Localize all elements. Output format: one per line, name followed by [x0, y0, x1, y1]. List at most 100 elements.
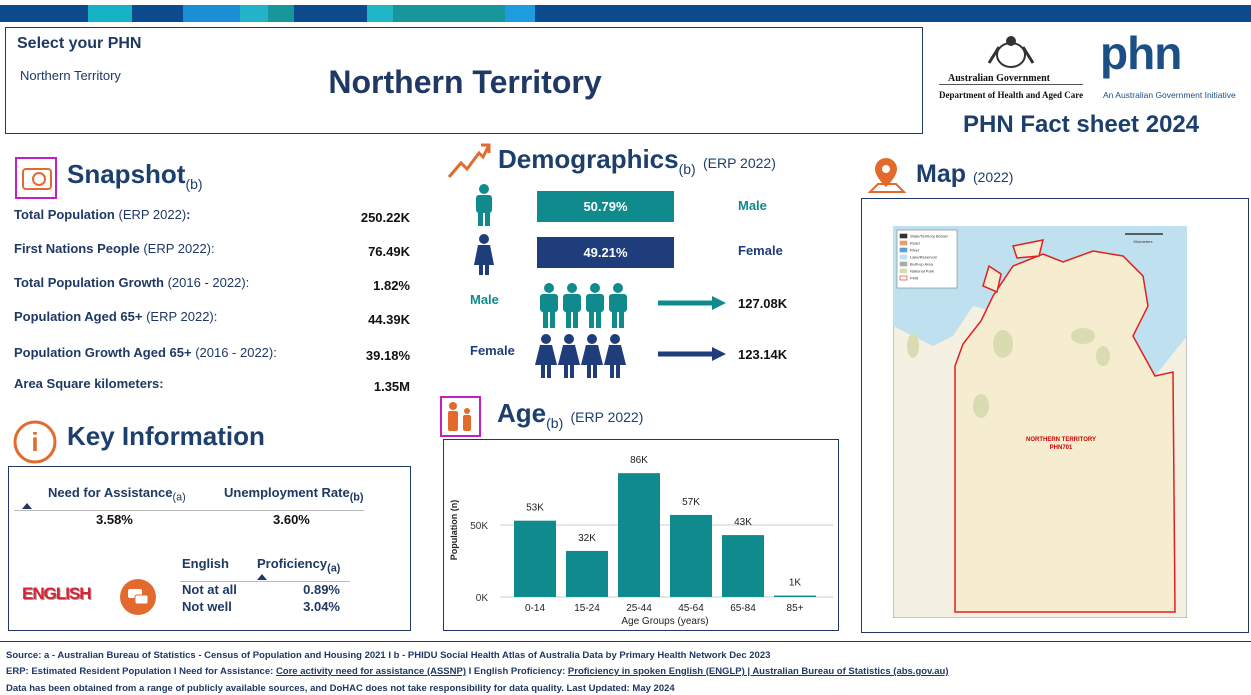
label-qualifier: (ERP 2022):	[146, 309, 218, 324]
bar	[774, 595, 816, 597]
demographics-title: Demographics(b) (ERP 2022)	[498, 144, 776, 178]
female-label: Female	[738, 243, 783, 258]
scale-unit: Kilometers	[1134, 239, 1153, 244]
label-text: First Nations People	[14, 241, 140, 256]
phn-tagline: An Australian Government Initiative	[1103, 90, 1236, 100]
need-value: 3.58%	[96, 512, 133, 527]
x-axis-title: Age Groups (years)	[621, 616, 708, 627]
top-stripe	[0, 5, 1251, 22]
info-icon: i	[13, 420, 57, 464]
english-label: Not well	[182, 599, 232, 614]
female-pct: 49.21%	[537, 237, 674, 268]
legend-label: Built-up Area	[910, 262, 934, 267]
snapshot-value: 76.49K	[368, 244, 410, 259]
legend-swatch	[899, 247, 908, 253]
gov-line2: Department of Health and Aged Care	[939, 90, 1084, 100]
english-value: 0.89%	[303, 582, 340, 597]
x-tick-label: 25-44	[626, 603, 652, 614]
english-badge: ENGLISH	[22, 584, 92, 603]
snapshot-label: Total Population Growth (2016 - 2022):	[14, 275, 249, 290]
english-value: 3.04%	[303, 599, 340, 614]
crest	[987, 36, 1035, 68]
footer-source: Source: a - Australian Bureau of Statist…	[6, 650, 771, 661]
label-text: Area Square kilometers:	[14, 376, 164, 391]
label-text: Population Aged 65+	[14, 309, 143, 324]
legend-label: River	[910, 248, 920, 253]
legend-swatch	[899, 240, 908, 246]
link[interactable]: Core activity need for assistance (ASSNP…	[275, 666, 467, 677]
label-end: :	[186, 207, 191, 222]
legend-swatch	[899, 233, 908, 239]
legend-label: National Park	[910, 269, 934, 274]
age-chart: 0K 50K Population (n) Age Groups (years) 0-1…	[449, 455, 833, 627]
factsheet-title: PHN Fact sheet 2024	[963, 111, 1200, 138]
male-label: Male	[738, 198, 767, 213]
bar	[566, 550, 608, 597]
male-group-icon	[540, 283, 627, 328]
snapshot-label: First Nations People (ERP 2022):	[14, 241, 215, 256]
speech-icon	[120, 579, 156, 615]
label-text: Total Population Growth	[14, 275, 164, 290]
legend-swatch	[899, 261, 908, 267]
bar	[618, 473, 660, 597]
label-qualifier: (ERP 2022)	[118, 207, 187, 222]
label-qualifier: (2016 - 2022):	[195, 345, 277, 360]
y-axis-title: Population (n)	[449, 500, 459, 561]
bar	[722, 535, 764, 597]
legend-swatch	[899, 254, 908, 260]
y-tick-label: 0K	[476, 593, 489, 604]
data-label: 57K	[682, 497, 700, 508]
arrows	[658, 296, 726, 361]
map-title: Map (2022)	[916, 160, 1014, 188]
snapshot-label: Area Square kilometers:	[14, 376, 164, 391]
page-title: Northern Territory	[328, 64, 602, 100]
selector-value[interactable]: Northern Territory	[20, 68, 121, 83]
snapshot-value: 44.39K	[368, 312, 410, 327]
x-tick-label: 65-84	[730, 603, 756, 614]
english-header-1: English	[182, 556, 229, 571]
english-label: Not at all	[182, 582, 237, 597]
gov-line1: Australian Government	[948, 73, 1050, 84]
legend-label: Lake/Reservoir	[910, 255, 938, 260]
legend-label: State/Territory Border	[910, 234, 949, 239]
age-icon	[440, 396, 481, 437]
bar	[514, 520, 556, 597]
region-label: NORTHERN TERRITORY	[1026, 437, 1096, 443]
label-text: Total Population	[14, 207, 115, 222]
map: NORTHERN TERRITORY PHN701 Kilometers Sta…	[893, 226, 1187, 618]
footer-disclaimer: Data has been obtained from a range of p…	[6, 683, 675, 694]
snapshot-title: Snapshot(b)	[67, 159, 203, 193]
x-tick-label: 15-24	[574, 603, 600, 614]
male-label-2: Male	[470, 292, 499, 307]
snapshot-value: 250.22K	[360, 210, 410, 225]
age-box	[443, 439, 839, 631]
male-pct: 50.79%	[537, 191, 674, 222]
svg-text:i: i	[31, 427, 38, 457]
legend-swatch	[899, 275, 908, 281]
data-label: 1K	[789, 578, 802, 589]
map-icon	[867, 158, 907, 193]
data-label: 32K	[578, 533, 596, 544]
footer-definitions: ERP: Estimated Resident Population I Nee…	[6, 666, 949, 677]
data-label: 86K	[630, 455, 648, 466]
key-info-title: Key Information	[67, 421, 265, 451]
y-tick-label: 50K	[470, 521, 488, 532]
unemp-label: Unemployment Rate(b)	[224, 485, 364, 504]
need-label: Need for Assistance(a)	[48, 485, 186, 504]
female-group-icon	[535, 334, 626, 378]
female-count: 123.14K	[738, 347, 788, 362]
phn-logo: phn	[1100, 27, 1182, 79]
unemp-value: 3.60%	[273, 512, 310, 527]
male-icon	[476, 184, 492, 226]
snapshot-label: Total Population (ERP 2022):	[14, 207, 191, 222]
link[interactable]: Proficiency in spoken English (ENGLP) | …	[567, 666, 949, 677]
selector-label: Select your PHN	[17, 35, 142, 52]
male-count: 127.08K	[738, 296, 788, 311]
x-tick-label: 85+	[787, 603, 804, 614]
map-box	[861, 198, 1249, 633]
label-text: Population Growth Aged 65+	[14, 345, 192, 360]
snapshot-value: 1.82%	[373, 278, 410, 293]
trend-icon	[447, 143, 491, 178]
header-box	[5, 27, 923, 134]
label-qualifier: (2016 - 2022):	[167, 275, 250, 290]
